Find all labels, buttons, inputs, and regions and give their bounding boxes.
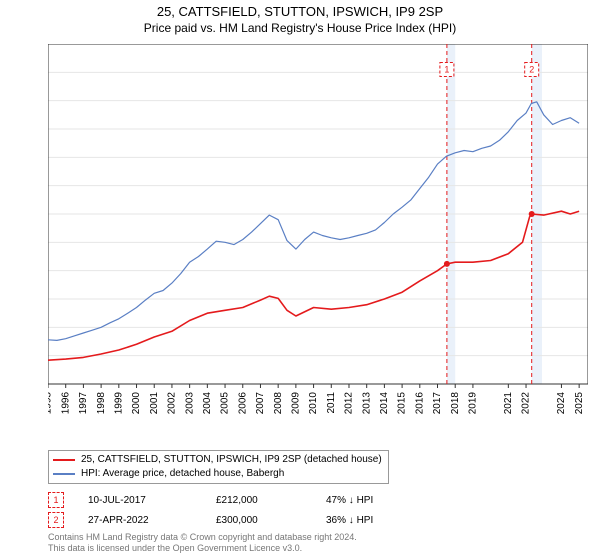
svg-text:1999: 1999	[113, 392, 124, 414]
svg-text:2025: 2025	[574, 392, 585, 414]
events-table: 1 10-JUL-2017 £212,000 47% ↓ HPI 2 27-AP…	[48, 490, 436, 530]
svg-text:2015: 2015	[397, 392, 408, 414]
svg-text:2004: 2004	[202, 392, 213, 414]
chart-container: 25, CATTSFIELD, STUTTON, IPSWICH, IP9 2S…	[0, 0, 600, 560]
svg-text:2002: 2002	[167, 392, 178, 414]
event-price: £300,000	[216, 515, 326, 526]
event-marker-icon: 2	[48, 512, 64, 528]
svg-text:2021: 2021	[503, 392, 514, 414]
svg-text:2011: 2011	[326, 392, 337, 414]
event-diff: 36% ↓ HPI	[326, 515, 436, 526]
svg-text:1996: 1996	[60, 392, 71, 414]
svg-text:2000: 2000	[131, 392, 142, 414]
svg-text:1997: 1997	[78, 392, 89, 414]
legend-label: HPI: Average price, detached house, Babe…	[81, 467, 284, 481]
svg-text:2007: 2007	[255, 392, 266, 414]
legend-swatch	[53, 459, 75, 461]
chart-subtitle: Price paid vs. HM Land Registry's House …	[0, 21, 600, 35]
svg-text:2009: 2009	[291, 392, 302, 414]
svg-text:2022: 2022	[521, 392, 532, 414]
svg-text:2005: 2005	[220, 392, 231, 414]
line-chart-svg: £0£50K£100K£150K£200K£250K£300K£350K£400…	[48, 44, 588, 414]
svg-text:2024: 2024	[556, 392, 567, 414]
svg-text:2001: 2001	[149, 392, 160, 414]
legend-swatch	[53, 473, 75, 475]
svg-text:2012: 2012	[344, 392, 355, 414]
chart-plot-area: £0£50K£100K£150K£200K£250K£300K£350K£400…	[48, 44, 588, 414]
svg-text:2010: 2010	[308, 392, 319, 414]
footer-attribution: Contains HM Land Registry data © Crown c…	[48, 532, 357, 554]
svg-text:2: 2	[529, 65, 534, 75]
event-date: 27-APR-2022	[88, 515, 216, 526]
svg-text:2016: 2016	[414, 392, 425, 414]
svg-text:2017: 2017	[432, 392, 443, 414]
event-marker-icon: 1	[48, 492, 64, 508]
legend-label: 25, CATTSFIELD, STUTTON, IPSWICH, IP9 2S…	[81, 453, 382, 467]
event-diff: 47% ↓ HPI	[326, 495, 436, 506]
legend: 25, CATTSFIELD, STUTTON, IPSWICH, IP9 2S…	[48, 450, 389, 484]
svg-text:2008: 2008	[273, 392, 284, 414]
chart-title: 25, CATTSFIELD, STUTTON, IPSWICH, IP9 2S…	[0, 0, 600, 19]
legend-row: 25, CATTSFIELD, STUTTON, IPSWICH, IP9 2S…	[53, 453, 382, 467]
svg-text:2018: 2018	[450, 392, 461, 414]
svg-text:1998: 1998	[96, 392, 107, 414]
legend-row: HPI: Average price, detached house, Babe…	[53, 467, 382, 481]
svg-text:1995: 1995	[48, 392, 54, 414]
svg-text:1: 1	[444, 65, 449, 75]
event-row: 2 27-APR-2022 £300,000 36% ↓ HPI	[48, 510, 436, 530]
svg-text:2006: 2006	[237, 392, 248, 414]
event-price: £212,000	[216, 495, 326, 506]
event-date: 10-JUL-2017	[88, 495, 216, 506]
svg-text:2014: 2014	[379, 392, 390, 414]
svg-text:2019: 2019	[468, 392, 479, 414]
svg-text:2013: 2013	[361, 392, 372, 414]
event-row: 1 10-JUL-2017 £212,000 47% ↓ HPI	[48, 490, 436, 510]
footer-line: Contains HM Land Registry data © Crown c…	[48, 532, 357, 543]
footer-line: This data is licensed under the Open Gov…	[48, 543, 357, 554]
svg-text:2003: 2003	[184, 392, 195, 414]
